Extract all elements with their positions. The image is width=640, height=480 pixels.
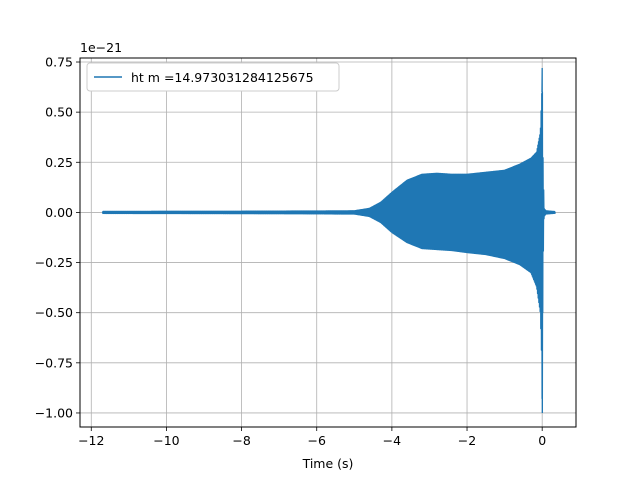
series-line <box>101 91 556 400</box>
y-tick-label: −0.50 <box>35 305 73 320</box>
series-merger-peak <box>541 68 544 413</box>
x-axis-label: Time (s) <box>302 456 354 471</box>
x-tick-label: −2 <box>458 433 476 448</box>
plot-area <box>101 68 556 413</box>
x-tick-label: −6 <box>308 433 326 448</box>
y-tick-label: −0.25 <box>35 255 73 270</box>
y-tick-label: 0.75 <box>45 55 73 70</box>
x-tick-label: −4 <box>383 433 401 448</box>
x-tick-label: −12 <box>78 433 104 448</box>
y-tick-label: 0.50 <box>45 105 73 120</box>
y-tick-label: −0.75 <box>35 355 73 370</box>
x-tick-label: −10 <box>153 433 179 448</box>
y-tick-label: 0.00 <box>45 205 73 220</box>
y-tick-label: −1.00 <box>35 405 73 420</box>
x-tick-label: −8 <box>232 433 250 448</box>
grid <box>80 58 576 427</box>
y-tick-label: 0.25 <box>45 155 73 170</box>
legend-label: ht m =14.973031284125675 <box>131 70 314 85</box>
x-tick-label: 0 <box>538 433 546 448</box>
legend: ht m =14.973031284125675 <box>86 62 340 92</box>
legend-box <box>86 62 340 92</box>
y-axis: −1.00 −0.75 −0.50 −0.25 0.00 0.25 0.50 0.75 <box>35 55 80 420</box>
axes-frame <box>79 57 577 428</box>
y-offset-label: 1e−21 <box>80 40 122 55</box>
x-axis: −12 −10 −8 −6 −4 −2 0 <box>78 427 546 448</box>
